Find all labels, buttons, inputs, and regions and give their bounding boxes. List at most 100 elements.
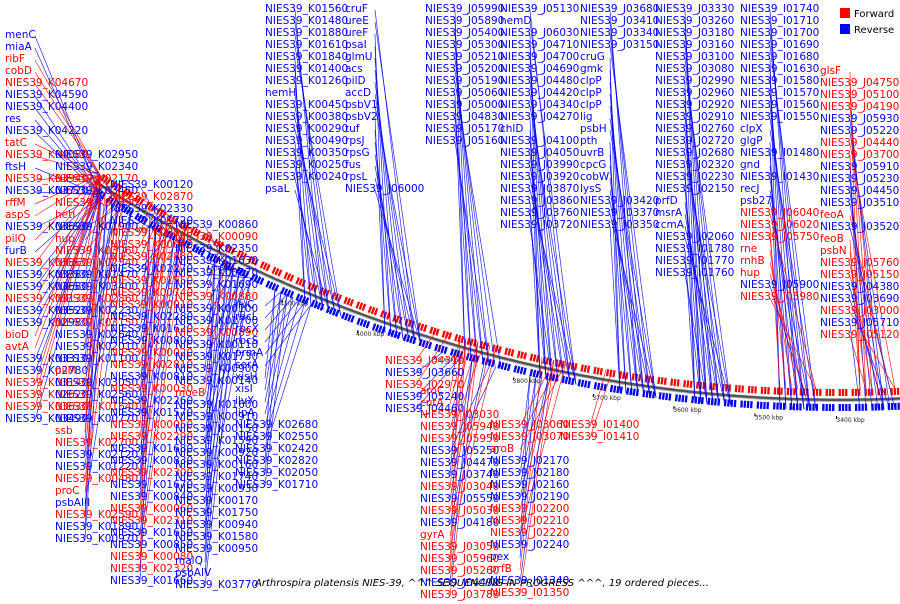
forward-gene-mark [587,366,591,373]
reverse-gene-mark [701,397,704,404]
reverse-swatch [840,24,850,34]
forward-gene-mark [584,365,588,372]
gene-label: NIES39_J03340 [580,28,659,39]
forward-gene-mark [612,370,615,377]
gene-label: NIES39_J03700 [820,150,899,161]
forward-gene-mark [625,372,628,379]
reverse-gene-mark [552,374,556,381]
gene-label: menC [5,30,36,41]
gene-label: NIES39_J04190 [820,102,899,113]
forward-gene-mark [632,373,635,380]
reverse-gene-mark [848,404,850,411]
gene-label: cruF [345,4,368,15]
forward-gene-mark [855,389,857,396]
gene-label: tuf [345,124,359,135]
gene-label: psbN [820,246,847,257]
gene-label: NIES39_K00860 [175,220,258,231]
gene-label: NIES39_I01630 [740,64,819,75]
gene-label: NIES39_K02870 [110,192,193,203]
forward-gene-mark [660,377,663,384]
gene-label: NIES39_J05930 [820,114,899,125]
gene-label: NIES39_J02320 [655,160,734,171]
kbp-tick [593,394,594,397]
gene-label: NIES39_J06030 [500,28,579,39]
forward-gene-mark [529,354,533,361]
gene-label: psaI [345,40,367,51]
gene-label: NIES39_I01680 [740,52,819,63]
reverse-gene-mark [757,402,760,409]
gene-label: NIES39_J03160 [655,40,734,51]
gene-label: NIES39_K01260 [265,76,348,87]
forward-gene-mark [657,377,660,384]
reverse-gene-mark [513,365,517,372]
gene-label: NIES39_J02910 [655,112,734,123]
gene-label: NIES39_J03000 [820,306,899,317]
reverse-gene-mark [504,363,508,370]
gene-label: NIES39_J03050 [420,542,499,553]
gene-label: lipA [235,408,255,419]
gene-label: NIES39_K04590 [5,90,88,101]
gene-label: NIES39_J02240 [490,540,569,551]
gene-label: NIES39_J05210 [425,52,504,63]
gene-label: NIES39_J03920 [500,172,579,183]
forward-gene-mark [842,389,844,396]
reverse-gene-mark [740,400,743,407]
gene-label: NIES39_J03510 [820,198,899,209]
gene-leader-line [530,82,564,382]
gene-label: NIES39_K00870 [175,268,258,279]
gene-label: rbcX [235,324,259,335]
gene-label: NIES39_I01580 [740,76,819,87]
forward-gene-mark [580,364,584,371]
gene-label: NIES39_I01550 [740,112,819,123]
gene-label: NIES39_J02150 [655,184,734,195]
reverse-gene-mark [577,379,581,386]
gene-label: NIES39_K02550 [235,432,318,443]
gene-label: NIES39_J06000 [345,184,424,195]
gene-label: NIES39_K02420 [235,444,318,455]
gene-leader-line [375,142,397,337]
reverse-gene-mark [616,386,619,393]
gene-label: cobW [580,172,609,183]
gene-label: aroC [420,386,444,397]
gene-label: feoB [820,234,844,245]
gene-label: NIES39_J03760 [500,208,579,219]
kbp-axis-label: 3500 kbp [755,414,783,421]
gene-label: NIES39_J02920 [655,100,734,111]
reverse-gene-mark [523,368,527,375]
gene-label: glsF [820,66,841,77]
gene-label: lysS [580,184,601,195]
reverse-gene-mark [743,401,746,408]
gene-label: NIES39_J02960 [655,88,734,99]
gene-label: NIES39_K02330 [110,204,193,215]
kbp-axis-label: 3700 kbp [593,395,621,402]
gene-label: NIES39_K02340 [55,162,138,173]
gene-label: NIES39_J03330 [655,4,734,15]
gene-label: cruG [580,52,605,63]
gene-label: NIES39_J04690 [500,64,579,75]
reverse-gene-mark [571,378,575,385]
gene-label: hup [55,234,75,245]
gene-label: NIES39_J03040 [420,482,499,493]
forward-gene-mark [832,389,834,396]
gene-label: NIES39_K00450 [265,100,348,111]
reverse-gene-mark [681,395,684,402]
gene-label: clpX [740,124,763,135]
gene-label: NIES39_J05190 [425,76,504,87]
gene-label: cobD [5,66,32,77]
gene-label: rne [740,244,757,255]
gene-label: NIES39_J04710 [500,40,579,51]
gene-label: hemH [265,88,296,99]
gene-label: NIES39_J03660 [385,368,464,379]
gene-label: avtA [5,342,29,353]
kbp-axis-label: 4000 kbp [356,331,384,338]
gene-label: NIES39_J05150 [820,270,899,281]
forward-gene-mark [460,336,464,343]
gene-label: NIES39_J05130 [500,4,579,15]
gene-label: pth [580,136,597,147]
gene-label: NIES39_K02680 [235,420,318,431]
gene-label: moeB [175,388,205,399]
gene-label: recJ [740,184,759,195]
gene-label: NIES39_J05230 [820,174,899,185]
gene-label: NIES39_J05950 [420,434,499,445]
reverse-gene-mark [685,395,688,402]
